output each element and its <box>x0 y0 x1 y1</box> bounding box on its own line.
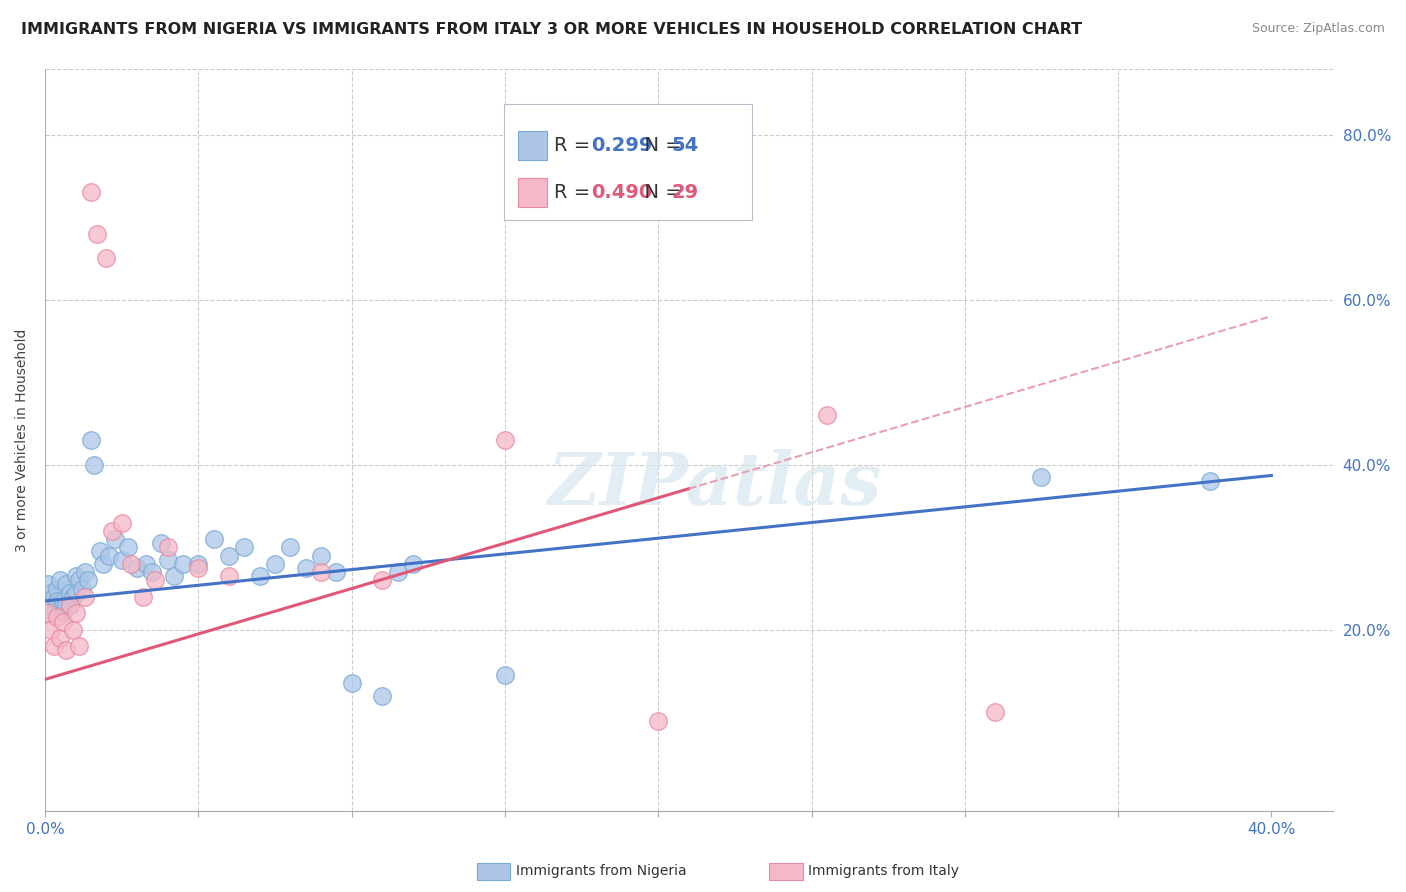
Point <box>49 631 72 645</box>
Text: IMMIGRANTS FROM NIGERIA VS IMMIGRANTS FROM ITALY 3 OR MORE VEHICLES IN HOUSEHOLD: IMMIGRANTS FROM NIGERIA VS IMMIGRANTS FR… <box>21 22 1083 37</box>
Point <box>37 577 59 591</box>
Point <box>52 615 75 629</box>
Text: R =: R = <box>554 136 596 155</box>
Point <box>187 561 209 575</box>
Text: 0.490: 0.490 <box>591 183 652 202</box>
Point <box>62 590 84 604</box>
Point <box>141 565 163 579</box>
Text: Immigrants from Italy: Immigrants from Italy <box>808 864 959 879</box>
Point <box>67 574 90 588</box>
Point <box>86 227 108 241</box>
Point <box>172 557 194 571</box>
Point <box>187 557 209 571</box>
Text: N =: N = <box>633 183 689 202</box>
Point <box>77 574 100 588</box>
Point <box>125 561 148 575</box>
Point <box>111 552 134 566</box>
Point <box>371 574 394 588</box>
Point <box>52 607 75 621</box>
Point <box>67 640 90 654</box>
Point <box>80 186 103 200</box>
Point <box>55 577 77 591</box>
Text: R =: R = <box>554 183 596 202</box>
Point <box>218 549 240 563</box>
Point <box>58 585 80 599</box>
Point <box>371 689 394 703</box>
Point <box>494 668 516 682</box>
Point <box>104 532 127 546</box>
Point <box>111 516 134 530</box>
Point <box>39 598 62 612</box>
Point <box>70 582 93 596</box>
Point <box>91 557 114 571</box>
Point <box>132 590 155 604</box>
Point <box>202 532 225 546</box>
Y-axis label: 3 or more Vehicles in Household: 3 or more Vehicles in Household <box>15 328 30 551</box>
Point <box>120 557 142 571</box>
Point <box>264 557 287 571</box>
Point <box>65 607 87 621</box>
Point <box>49 574 72 588</box>
Point <box>62 623 84 637</box>
Point <box>309 549 332 563</box>
Point <box>89 544 111 558</box>
Point <box>39 585 62 599</box>
Point <box>73 565 96 579</box>
Point <box>101 524 124 538</box>
Point <box>233 541 256 555</box>
Point <box>294 561 316 575</box>
Point <box>98 549 121 563</box>
Point <box>325 565 347 579</box>
Point <box>49 602 72 616</box>
Point <box>55 643 77 657</box>
Text: N =: N = <box>633 136 689 155</box>
Point <box>73 590 96 604</box>
Point <box>65 569 87 583</box>
Point <box>143 574 166 588</box>
Point <box>52 594 75 608</box>
Point <box>80 433 103 447</box>
Point <box>44 590 66 604</box>
Point <box>1199 475 1222 489</box>
Text: ZIPatlas: ZIPatlas <box>547 449 882 520</box>
Point <box>46 582 69 596</box>
Text: 0.299: 0.299 <box>591 136 652 155</box>
Point <box>249 569 271 583</box>
Text: Immigrants from Nigeria: Immigrants from Nigeria <box>516 864 686 879</box>
Point <box>278 541 301 555</box>
Point <box>150 536 173 550</box>
Point <box>647 714 669 728</box>
Point <box>44 607 66 621</box>
Point <box>83 458 105 472</box>
Point <box>117 541 139 555</box>
Point <box>58 598 80 612</box>
Point <box>494 433 516 447</box>
Point <box>58 598 80 612</box>
Point <box>65 585 87 599</box>
Point <box>39 623 62 637</box>
Point <box>156 541 179 555</box>
Point <box>44 640 66 654</box>
Point <box>309 565 332 579</box>
Point <box>37 607 59 621</box>
Point <box>1031 470 1053 484</box>
Point <box>984 706 1007 720</box>
Point <box>402 557 425 571</box>
Text: Source: ZipAtlas.com: Source: ZipAtlas.com <box>1251 22 1385 36</box>
Point <box>387 565 409 579</box>
Point <box>163 569 186 583</box>
Point <box>815 408 838 422</box>
Point <box>156 552 179 566</box>
Point <box>135 557 157 571</box>
Point <box>46 610 69 624</box>
Point <box>46 594 69 608</box>
Text: 54: 54 <box>672 136 699 155</box>
Point <box>218 569 240 583</box>
Point <box>340 676 363 690</box>
Point <box>96 252 118 266</box>
Point <box>55 598 77 612</box>
Text: 29: 29 <box>672 183 699 202</box>
